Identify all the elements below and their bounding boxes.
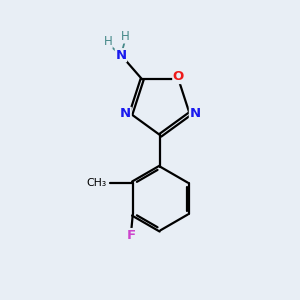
Text: N: N	[120, 107, 131, 120]
Text: N: N	[116, 49, 127, 62]
Text: F: F	[127, 229, 136, 242]
Text: H: H	[121, 30, 130, 43]
Text: O: O	[173, 70, 184, 83]
Text: CH₃: CH₃	[86, 178, 106, 188]
Text: N: N	[189, 107, 201, 120]
Text: H: H	[103, 35, 112, 49]
